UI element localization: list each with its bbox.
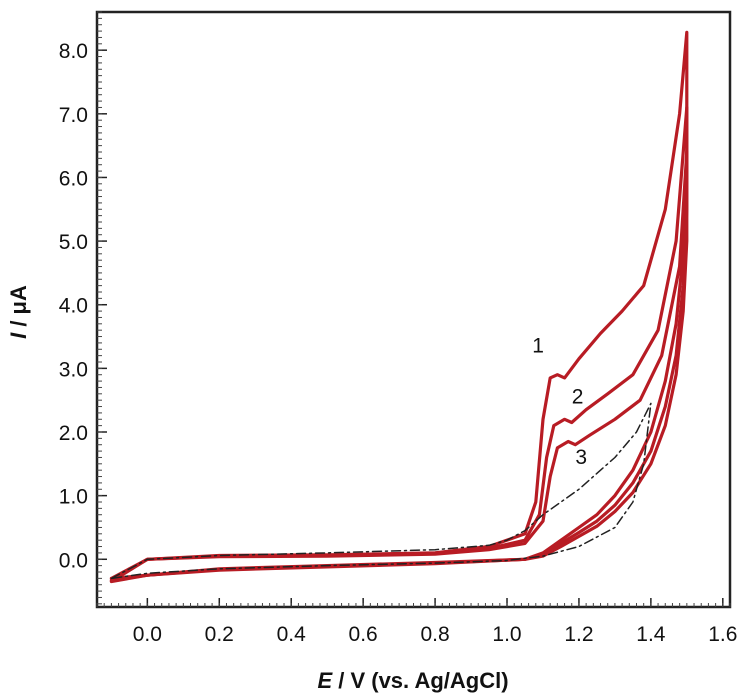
y-tick-label: 2.0: [59, 422, 88, 445]
y-tick-label: 8.0: [59, 40, 88, 63]
y-tick-label: 0.0: [59, 549, 88, 572]
x-axis-title: E / V (vs. Ag/AgCl): [317, 668, 508, 693]
x-tick-label: 0.4: [277, 623, 307, 646]
x-tick-label: 1.2: [564, 623, 593, 646]
curve-number-label: 3: [575, 446, 587, 469]
y-tick-label: 7.0: [59, 104, 88, 127]
axis-ticks: [96, 11, 731, 607]
x-tick-label: 0.2: [205, 623, 234, 646]
y-axis-title: I / μA: [6, 285, 31, 339]
plot-series: [109, 30, 689, 584]
x-tick-label: 1.6: [708, 623, 737, 646]
cv-curve-baseline: [110, 402, 652, 580]
x-tick-label: 0.0: [133, 623, 162, 646]
x-tick-label: 1.4: [636, 623, 666, 646]
x-tick-label: 0.6: [349, 623, 378, 646]
x-axis-symbol: E: [317, 668, 333, 693]
y-axis-symbol: I: [6, 332, 31, 339]
x-tick-label: 0.8: [420, 623, 449, 646]
cv-curve-3: [109, 150, 689, 581]
curve-labels: 1 2 3: [532, 334, 587, 468]
x-axis-unit: / V (vs. Ag/AgCl): [332, 668, 508, 693]
curve-number-label: 2: [572, 385, 584, 408]
y-tick-label: 5.0: [59, 231, 88, 254]
cv-curve-1: [109, 30, 689, 584]
y-axis-unit: / μA: [6, 285, 31, 333]
plot-frame: [95, 10, 732, 609]
curve-number-label: 1: [532, 334, 544, 357]
y-tick-label: 1.0: [59, 486, 88, 509]
y-tick-label: 3.0: [59, 358, 88, 381]
x-tick-label: 1.0: [492, 623, 521, 646]
y-tick-label: 4.0: [59, 295, 88, 318]
y-tick-label: 6.0: [59, 167, 88, 190]
tick-labels: 0.0 0.2 0.4 0.6 0.8 1.0 1.2 1.4 1.6 0.0 1.0 2.0 3.0 4…: [59, 40, 738, 646]
